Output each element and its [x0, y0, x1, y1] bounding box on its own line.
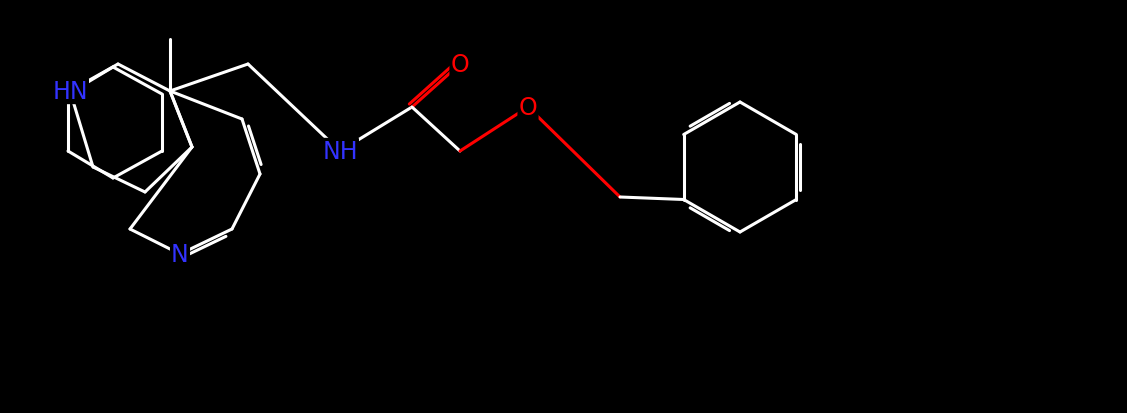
Text: O: O	[518, 96, 538, 120]
Text: O: O	[451, 53, 469, 77]
Text: NH: NH	[322, 140, 357, 164]
Text: N: N	[171, 242, 189, 266]
Text: HN: HN	[52, 80, 88, 104]
